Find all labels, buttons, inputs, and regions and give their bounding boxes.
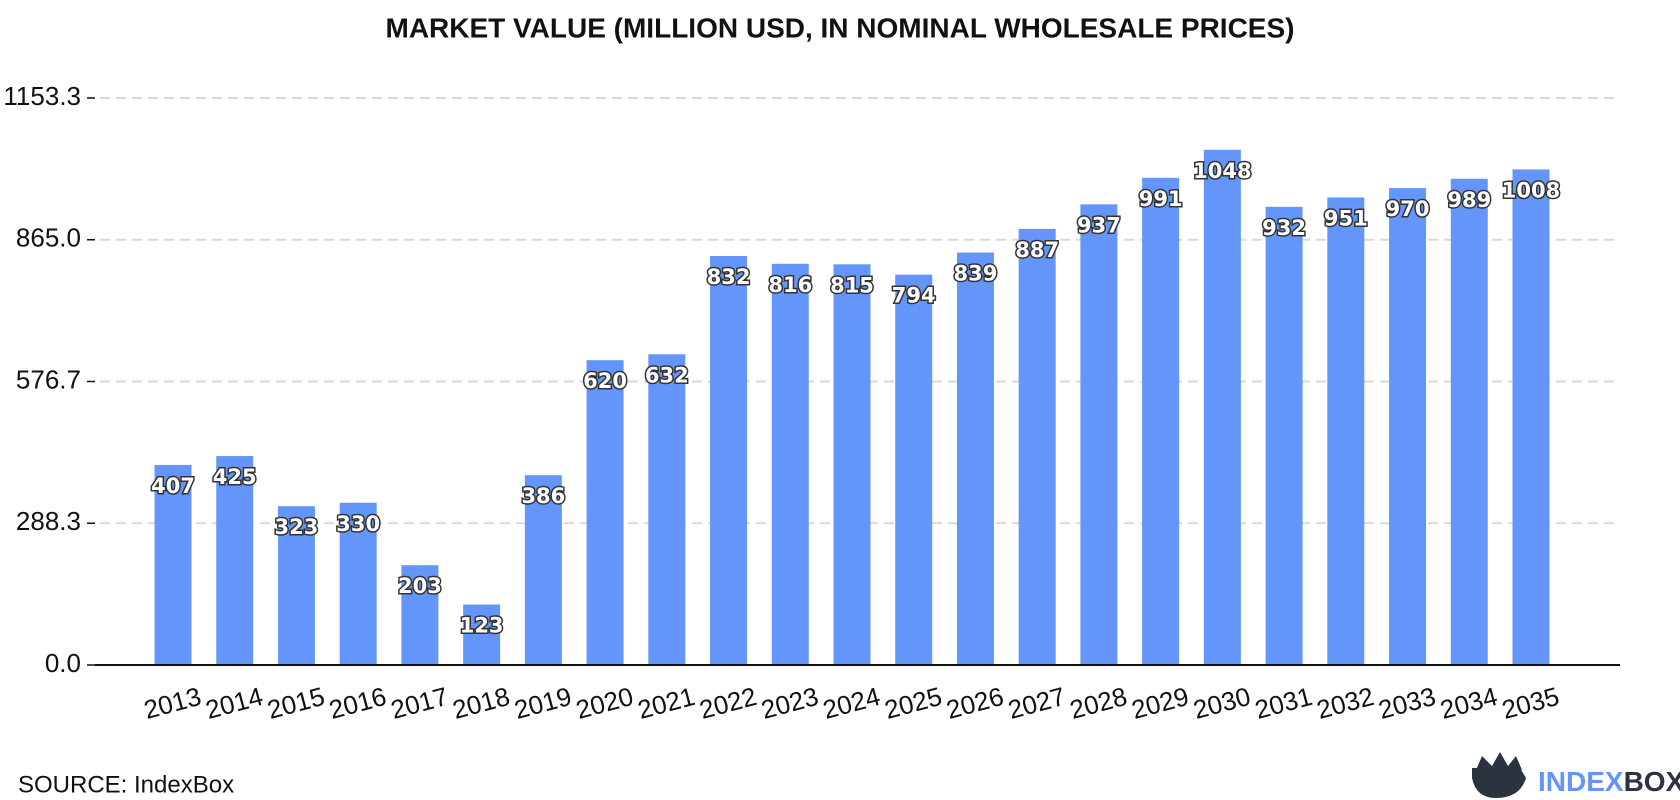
bar bbox=[1512, 169, 1550, 665]
data-label: 123 bbox=[460, 614, 504, 638]
x-tick-label: 2015 bbox=[264, 681, 328, 725]
data-label: 816 bbox=[768, 273, 812, 297]
logo-index: INDEX bbox=[1538, 766, 1624, 797]
x-tick-label: 2025 bbox=[881, 681, 945, 725]
data-label: 1048 bbox=[1193, 159, 1251, 183]
y-tick-label: 0.0 bbox=[45, 648, 81, 678]
data-label: 989 bbox=[1447, 188, 1491, 212]
source: SOURCE: IndexBox bbox=[18, 771, 234, 798]
x-tick-label: 2029 bbox=[1128, 681, 1192, 725]
x-tick-label: 2021 bbox=[634, 681, 698, 725]
x-tick-label: 2014 bbox=[202, 681, 266, 725]
x-tick-label: 2034 bbox=[1437, 681, 1501, 725]
data-label: 991 bbox=[1139, 187, 1183, 211]
data-label: 1008 bbox=[1502, 178, 1560, 202]
bar bbox=[1450, 178, 1488, 665]
logo-icon bbox=[1472, 752, 1526, 798]
bar bbox=[1327, 197, 1365, 666]
bar bbox=[277, 506, 315, 665]
y-tick-label: 288.3 bbox=[16, 506, 81, 536]
bar bbox=[833, 264, 871, 665]
bar bbox=[154, 464, 192, 665]
data-label: 330 bbox=[336, 512, 380, 536]
data-label: 632 bbox=[645, 363, 689, 387]
data-label: 425 bbox=[213, 465, 257, 489]
x-tick-label: 2030 bbox=[1190, 681, 1254, 725]
data-label: 970 bbox=[1386, 197, 1430, 221]
bar bbox=[1080, 204, 1118, 665]
data-label: 203 bbox=[398, 574, 442, 598]
bar bbox=[895, 274, 933, 665]
bar bbox=[463, 604, 501, 665]
bar bbox=[710, 255, 748, 665]
x-tick-label: 2013 bbox=[141, 681, 205, 725]
x-tick-label: 2031 bbox=[1252, 681, 1316, 725]
bar bbox=[1389, 188, 1427, 665]
data-label: 887 bbox=[1015, 238, 1059, 262]
logo-box: BOX bbox=[1624, 766, 1680, 797]
x-tick-label: 2026 bbox=[943, 681, 1007, 725]
data-label: 832 bbox=[707, 265, 751, 289]
bar bbox=[216, 456, 254, 665]
x-tick-label: 2022 bbox=[696, 681, 760, 725]
bar bbox=[401, 565, 439, 665]
data-label: 323 bbox=[275, 515, 319, 539]
bar bbox=[1203, 149, 1241, 665]
logo-text: INDEXBOX bbox=[1538, 766, 1680, 797]
bar bbox=[1265, 206, 1303, 665]
data-label: 839 bbox=[954, 262, 998, 286]
x-tick-label: 2020 bbox=[573, 681, 637, 725]
data-label: 932 bbox=[1262, 216, 1306, 240]
data-label: 407 bbox=[151, 474, 195, 498]
bar bbox=[956, 252, 994, 666]
bar bbox=[1142, 177, 1180, 665]
data-label: 620 bbox=[583, 369, 627, 393]
x-tick-label: 2035 bbox=[1499, 681, 1563, 725]
data-label: 951 bbox=[1324, 206, 1368, 230]
bar bbox=[524, 475, 562, 665]
data-label: 937 bbox=[1077, 213, 1121, 237]
x-tick-label: 2028 bbox=[1067, 681, 1131, 725]
x-tick-label: 2032 bbox=[1313, 681, 1377, 725]
y-tick-label: 865.0 bbox=[16, 223, 81, 253]
bar bbox=[1018, 228, 1056, 665]
data-label: 815 bbox=[830, 273, 874, 297]
x-tick-label: 2023 bbox=[758, 681, 822, 725]
x-tick-label: 2019 bbox=[511, 681, 575, 725]
x-tick-label: 2017 bbox=[388, 681, 452, 725]
x-tick-label: 2018 bbox=[449, 681, 513, 725]
data-label: 794 bbox=[892, 284, 936, 308]
y-tick-label: 1153.3 bbox=[3, 81, 81, 111]
x-tick-label: 2033 bbox=[1375, 681, 1439, 725]
x-tick-label: 2016 bbox=[326, 681, 390, 725]
chart-title: MARKET VALUE (MILLION USD, IN NOMINAL WH… bbox=[386, 12, 1295, 43]
x-tick-label: 2027 bbox=[1005, 681, 1069, 725]
y-tick-label: 576.7 bbox=[16, 364, 81, 394]
logo: INDEXBOX bbox=[1472, 752, 1680, 798]
x-tick-label: 2024 bbox=[820, 681, 884, 725]
bar bbox=[771, 263, 809, 665]
data-label: 386 bbox=[521, 484, 565, 508]
bar bbox=[339, 502, 377, 665]
bar bbox=[586, 360, 624, 665]
bar bbox=[648, 354, 686, 665]
